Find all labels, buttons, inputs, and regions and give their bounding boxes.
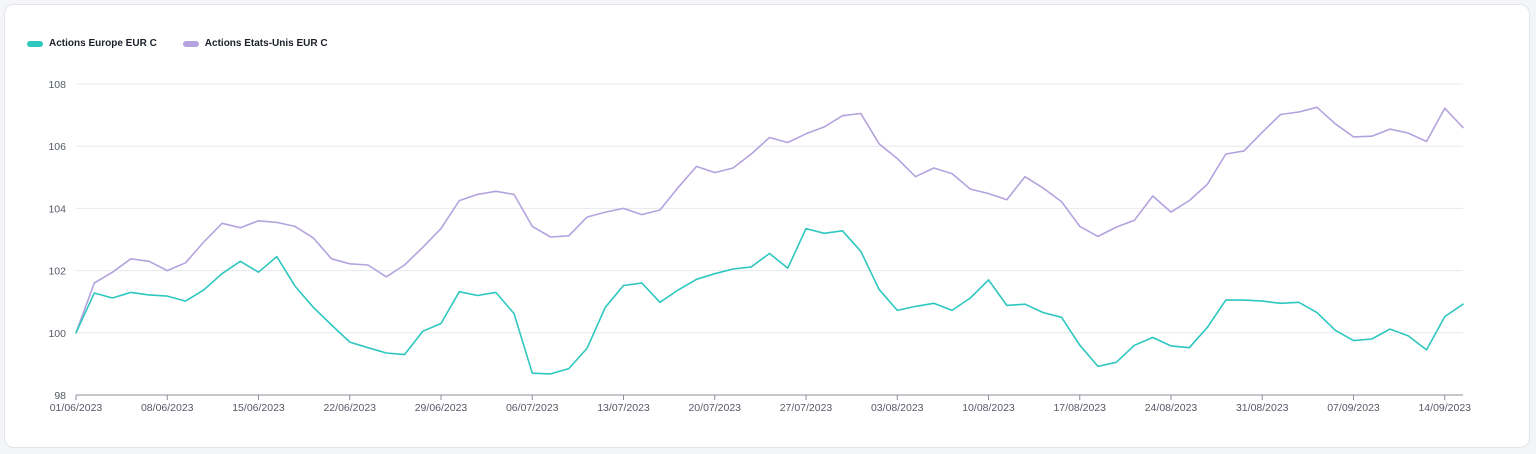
chart-card: Actions Europe EUR C Actions Etats-Unis … <box>4 4 1530 448</box>
y-tick-label: 102 <box>48 266 66 278</box>
legend-swatch-us <box>182 40 199 47</box>
x-tick-label: 20/07/2023 <box>688 402 741 414</box>
x-tick-label: 27/07/2023 <box>780 402 833 414</box>
legend-item-us[interactable]: Actions Etats-Unis EUR C <box>182 38 328 49</box>
x-tick-label: 17/08/2023 <box>1053 402 1106 414</box>
x-tick-label: 06/07/2023 <box>506 402 559 414</box>
series-line-us <box>75 106 1464 334</box>
chart-legend: Actions Europe EUR C Actions Etats-Unis … <box>27 38 328 49</box>
legend-label-us: Actions Etats-Unis EUR C <box>204 38 328 49</box>
x-tick-label: 15/06/2023 <box>232 402 285 414</box>
x-tick-label: 08/06/2023 <box>141 402 194 414</box>
x-tick-label: 22/06/2023 <box>323 402 376 414</box>
y-tick-label: 106 <box>48 141 66 153</box>
x-tick-label: 10/08/2023 <box>962 402 1015 414</box>
legend-item-europe[interactable]: Actions Europe EUR C <box>27 38 157 49</box>
x-tick-label: 29/06/2023 <box>415 402 468 414</box>
x-tick-label: 03/08/2023 <box>871 402 924 414</box>
y-tick-label: 100 <box>48 328 66 340</box>
x-tick-label: 13/07/2023 <box>597 402 650 414</box>
x-tick-label: 24/08/2023 <box>1145 402 1198 414</box>
series-line-europe <box>75 227 1464 375</box>
x-tick-label: 31/08/2023 <box>1236 402 1289 414</box>
y-tick-label: 104 <box>48 203 66 215</box>
x-tick-label: 07/09/2023 <box>1327 402 1380 414</box>
legend-label-europe: Actions Europe EUR C <box>49 38 157 49</box>
y-tick-label: 108 <box>48 79 66 91</box>
legend-swatch-europe <box>27 40 43 47</box>
x-tick-label: 01/06/2023 <box>50 402 103 414</box>
y-tick-label: 98 <box>54 390 66 402</box>
x-tick-label: 14/09/2023 <box>1418 402 1471 414</box>
